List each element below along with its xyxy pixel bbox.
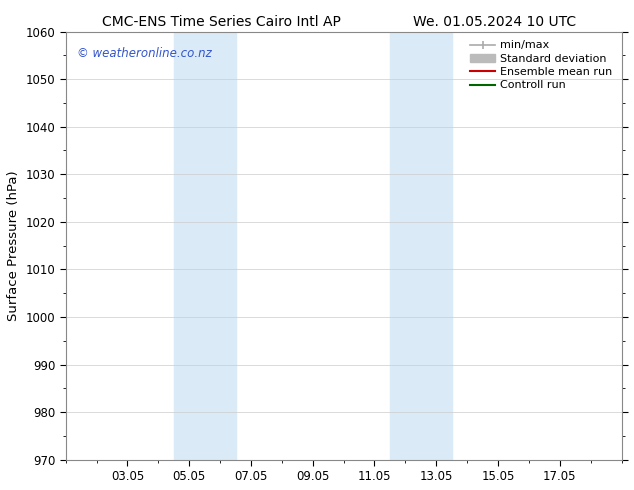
Text: We. 01.05.2024 10 UTC: We. 01.05.2024 10 UTC	[413, 15, 576, 29]
Text: © weatheronline.co.nz: © weatheronline.co.nz	[77, 47, 212, 59]
Legend: min/max, Standard deviation, Ensemble mean run, Controll run: min/max, Standard deviation, Ensemble me…	[467, 37, 616, 94]
Text: CMC-ENS Time Series Cairo Intl AP: CMC-ENS Time Series Cairo Intl AP	[103, 15, 341, 29]
Y-axis label: Surface Pressure (hPa): Surface Pressure (hPa)	[7, 171, 20, 321]
Bar	[390, 31, 451, 460]
Bar	[174, 31, 235, 460]
